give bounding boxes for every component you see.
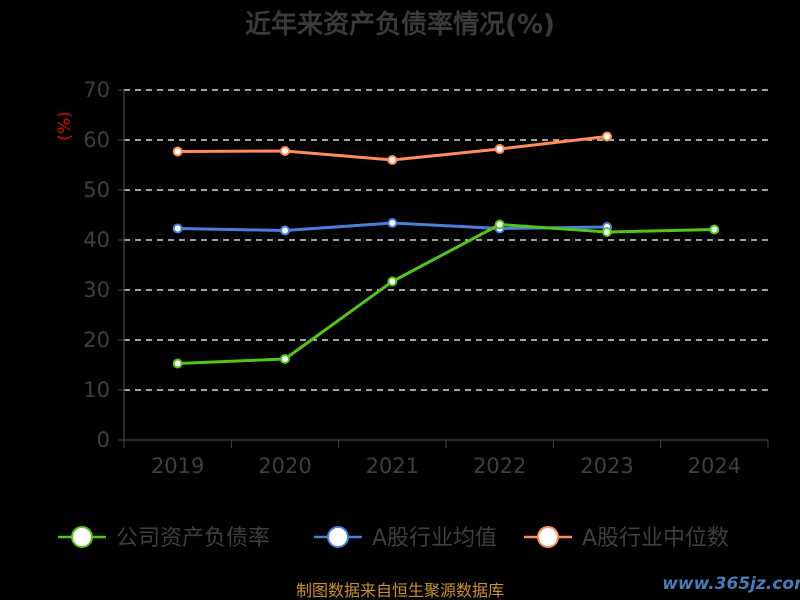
legend-item: A股行业均值 [314,526,497,551]
x-tick-label: 2022 [473,454,526,478]
x-tick-label: 2020 [258,454,311,478]
axes: 0 10 20 30 40 50 60 70 2019 2020 2021 2022 2023 2024 [83,78,769,478]
series-2 [172,131,612,165]
x-tick-label: 2021 [366,454,419,478]
data-point [280,146,290,156]
legend-swatch-marker [537,526,559,548]
y-tick-label: 50 [83,178,110,202]
data-point [172,223,183,234]
x-tick-label: 2024 [688,454,741,478]
data-point [387,276,398,287]
x-tick-label: 2019 [151,454,204,478]
y-tick-label: 10 [83,378,110,402]
series-lines [172,131,720,369]
legend-swatch-marker [71,526,93,548]
y-tick-label: 0 [97,428,110,452]
y-axis-label: (%) [55,111,75,140]
series-line [177,223,715,365]
y-tick-label: 60 [83,128,110,152]
y-tick-label: 70 [83,78,110,102]
legend-label: A股行业均值 [372,526,497,551]
watermark: www.365jz.com [662,574,800,594]
data-point [494,144,505,154]
data-point [172,358,183,369]
data-source-note: 制图数据来自恒生聚源数据库 [296,581,504,600]
legend-label: 公司资产负债率 [116,526,270,551]
legend-swatch-marker [327,526,349,548]
data-point [172,146,183,157]
data-point [494,219,505,230]
legend: 公司资产负债率 A股行业均值 A股行业中位数 [58,526,729,551]
series-0 [172,219,720,369]
grid-lines [124,89,768,391]
x-tick-label: 2023 [580,454,633,478]
data-point [280,354,290,364]
data-point [709,224,720,235]
legend-label: A股行业中位数 [582,526,729,551]
y-tick-label: 20 [83,328,110,352]
data-point [387,218,398,228]
y-tick-label: 30 [83,278,110,302]
data-point [602,227,612,237]
data-point [387,155,398,165]
chart-title: 近年来资产负债率情况(%) [245,9,555,40]
legend-item: A股行业中位数 [524,526,729,551]
y-tick-label: 40 [83,228,110,252]
data-point [602,131,612,142]
data-point [280,225,290,236]
legend-item: 公司资产负债率 [58,526,270,551]
